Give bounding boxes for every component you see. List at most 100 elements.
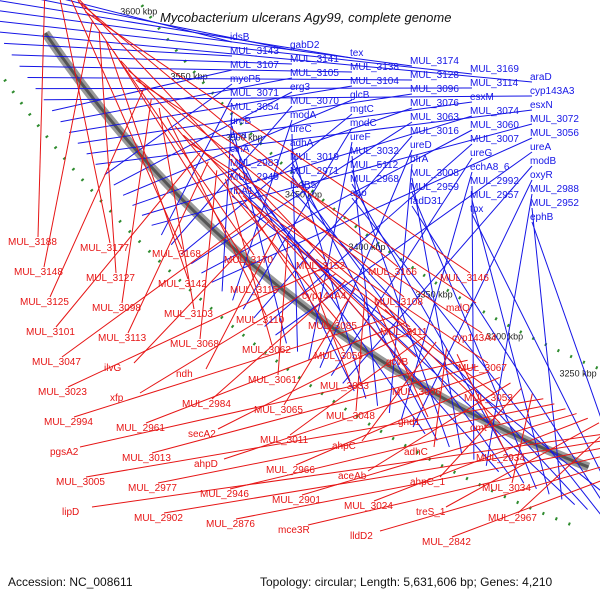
- forward-label-leader: [231, 153, 426, 435]
- reverse-label-leader: [517, 436, 600, 514]
- reverse-label-leader: [361, 341, 437, 442]
- reverse-label-leader: [251, 203, 489, 364]
- forward-label-leader: [0, 0, 353, 59]
- forward-gene-label: modC: [350, 118, 377, 129]
- reverse-gene-label: MUL_2961: [116, 423, 165, 434]
- reverse-gene-label: MUL_3177: [80, 243, 129, 254]
- forward-label-leader: [151, 123, 533, 226]
- reverse-gene-label: MUL_3085: [308, 321, 357, 332]
- forward-gene-label: MUL_2968: [350, 174, 399, 185]
- forward-label-leader: [400, 171, 473, 421]
- reverse-label-leader: [49, 89, 144, 298]
- forward-gene-label: MUL_3063: [410, 112, 459, 123]
- reverse-gene-label: MUL_3110: [236, 315, 285, 326]
- reverse-gene-label: mce3R: [278, 525, 310, 536]
- forward-label-leader: [231, 195, 600, 491]
- reverse-gene-label: MUL_2977: [128, 483, 177, 494]
- forward-gene-label: MUL_3060: [470, 120, 519, 131]
- forward-label-leader: [411, 205, 600, 500]
- reverse-gene-label: secA2: [188, 429, 216, 440]
- reverse-label-leader: [133, 219, 271, 364]
- forward-gene-label: ureF: [350, 132, 371, 143]
- reverse-label-leader: [55, 152, 201, 328]
- reverse-label-leader: [211, 280, 346, 400]
- reverse-label-leader: [157, 403, 555, 484]
- forward-gene-label: ephB: [530, 212, 554, 223]
- forward-label-leader: [141, 115, 473, 216]
- reverse-gene-label: MUL_2842: [422, 537, 471, 548]
- forward-gene-label: cyp143A3: [530, 86, 575, 97]
- tick-label: 3400 kbp: [348, 242, 385, 252]
- forward-gene-label: MUL_3016: [410, 126, 459, 137]
- reverse-label-leader: [135, 79, 477, 304]
- reverse-gene-label: aceAb: [338, 471, 367, 482]
- accession-text: Accession: NC_008611: [8, 575, 133, 589]
- forward-gene-label: MUL_3054: [230, 102, 279, 113]
- reverse-label-leader: [223, 371, 490, 460]
- reverse-label-leader: [295, 376, 500, 466]
- forward-gene-label: MUL_3071: [230, 88, 279, 99]
- reverse-gene-label: cyp143A4: [452, 333, 497, 344]
- reverse-gene-label: adhC: [404, 447, 428, 458]
- reverse-label-leader: [43, 21, 93, 268]
- forward-label-leader: [471, 185, 475, 460]
- forward-gene-label: erg3: [290, 82, 310, 93]
- forward-gene-label: MUL_3056: [530, 128, 579, 139]
- reverse-gene-label: MUL_3034: [482, 483, 531, 494]
- reverse-gene-label: ahpC_1: [410, 477, 445, 488]
- forward-gene-label: MUL_3105: [290, 68, 339, 79]
- reverse-gene-label: pgsA2: [50, 447, 79, 458]
- forward-gene-label: modA: [290, 110, 316, 121]
- forward-gene-label: ureB: [230, 116, 251, 127]
- forward-label-leader: [308, 141, 353, 360]
- forward-label-leader: [342, 165, 533, 384]
- forward-gene-label: MUL_2957: [470, 190, 519, 201]
- reverse-gene-label: xfp: [110, 393, 124, 404]
- forward-gene-label: MUL_3114: [470, 78, 519, 89]
- reverse-gene-label: MUL_3013: [122, 453, 171, 464]
- reverse-gene-label: MUL_3005: [56, 477, 105, 488]
- reverse-gene-label: MUL_3111: [380, 327, 428, 338]
- forward-gene-label: ribA1: [230, 186, 254, 197]
- forward-label-leader: [113, 91, 293, 186]
- forward-gene-label: MUL_3174: [410, 56, 459, 67]
- reverse-gene-label: MUL_3188: [8, 237, 57, 248]
- reverse-label-leader: [306, 251, 423, 388]
- forward-gene-label: MUL_3107: [230, 60, 279, 71]
- reverse-gene-label: MUL_3047: [32, 357, 81, 368]
- forward-gene-label: MUL_2971: [290, 166, 339, 177]
- reverse-label-leader: [85, 398, 544, 478]
- reverse-gene-label: MUL_3142: [158, 279, 207, 290]
- forward-gene-label: MUL_3074: [470, 106, 519, 117]
- forward-gene-label: MUL_2983: [230, 158, 279, 169]
- reverse-gene-label: MUL_3011: [260, 435, 309, 446]
- reverse-label-leader: [433, 348, 448, 448]
- forward-label-leader: [291, 175, 512, 478]
- reverse-label-leader: [105, 41, 189, 280]
- forward-label-leader: [351, 155, 379, 406]
- forward-label-leader: [201, 129, 473, 274]
- reverse-gene-label: MUL_2934: [476, 453, 525, 464]
- forward-label-leader: [65, 0, 233, 43]
- reverse-label-leader: [145, 322, 406, 424]
- reverse-label-leader: [127, 161, 209, 334]
- forward-gene-label: MUL_3072: [530, 114, 579, 125]
- reverse-label-leader: [439, 387, 522, 478]
- forward-label-leader: [0, 20, 473, 75]
- forward-gene-label: MUL_3019: [290, 152, 339, 163]
- reverse-label-leader: [78, 1, 399, 268]
- reverse-label-leader: [451, 480, 600, 538]
- reverse-label-leader: [79, 359, 468, 448]
- forward-gene-label: MUL_3169: [470, 64, 519, 75]
- reverse-label-leader: [77, 0, 255, 256]
- reverse-gene-label: MUL_3146: [440, 273, 489, 284]
- reverse-gene-label: MUL_3065: [254, 405, 303, 416]
- reverse-label-leader: [233, 187, 345, 352]
- reverse-label-leader: [307, 456, 600, 526]
- forward-gene-label: ureD: [410, 140, 432, 151]
- forward-gene-label: echA8_6: [470, 162, 510, 173]
- tick-label: 3250 kbp: [560, 369, 597, 379]
- reverse-label-leader: [445, 422, 600, 508]
- reverse-label-leader: [235, 447, 600, 520]
